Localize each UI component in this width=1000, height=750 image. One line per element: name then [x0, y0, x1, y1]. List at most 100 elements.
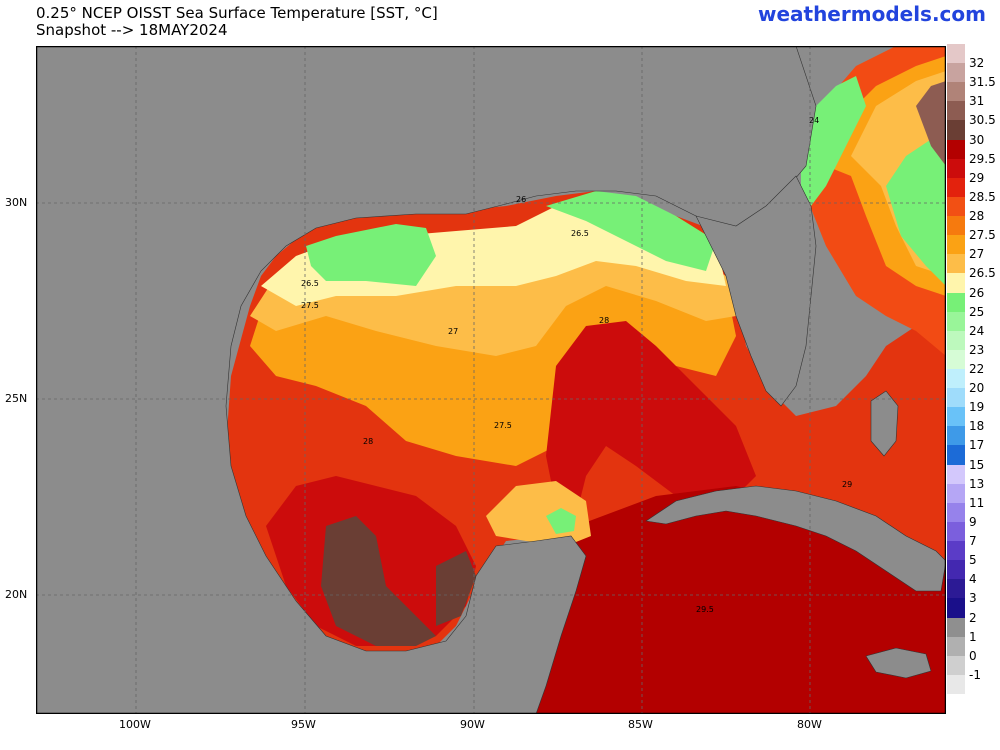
colorbar-segment: [947, 254, 965, 274]
atlantic-green-coast: [801, 76, 866, 206]
colorbar-segment: [947, 292, 965, 313]
colorbar-segment: [947, 63, 965, 83]
colorbar-segment: [947, 483, 965, 504]
colorbar-segment: [947, 636, 965, 657]
colorbar-label: 26.5: [969, 266, 996, 281]
jamaica-island: [865, 647, 932, 679]
colorbar-segment: [947, 139, 965, 160]
contour-label: 26: [516, 195, 526, 204]
contour-label: 29.5: [696, 605, 714, 614]
colorbar-label: 24: [969, 323, 985, 338]
contour-label: 27.5: [494, 421, 512, 430]
colorbar-label: 31: [969, 94, 985, 109]
lon-tick-90w: 90W: [460, 718, 485, 731]
colorbar-segment: [947, 521, 965, 542]
contour-label: 29: [842, 480, 852, 489]
colorbar-segment: [947, 388, 965, 408]
colorbar-label: 29.5: [969, 151, 996, 166]
colorbar-label: 18: [969, 419, 985, 434]
colorbar-segment: [947, 82, 965, 102]
colorbar-segment: [947, 426, 965, 446]
colorbar-segment: [947, 349, 965, 370]
colorbar-label: 13: [969, 476, 985, 491]
colorbar: [947, 44, 965, 695]
colorbar-segment: [947, 120, 965, 141]
sst-map: 26 26.5 26.5 27.5 27 28 27.5 28 24 29 29…: [36, 46, 946, 714]
colorbar-label: 4: [969, 572, 977, 587]
colorbar-segment: [947, 541, 965, 561]
yucatan-cool-core: [546, 508, 576, 534]
colorbar-label: 25: [969, 304, 985, 319]
contour-label: 26.5: [571, 229, 589, 238]
cuba-island: [645, 485, 946, 592]
colorbar-segment: [947, 44, 965, 64]
lat-lon-grid: [36, 46, 946, 714]
colorbar-label: 5: [969, 553, 977, 568]
colorbar-segment: [947, 617, 965, 638]
title-line-2: Snapshot --> 18MAY2024: [36, 21, 228, 39]
colorbar-label: 1: [969, 629, 977, 644]
colorbar-label: 27.5: [969, 228, 996, 243]
lat-tick-25n: 25N: [5, 392, 28, 405]
north-gulf-25-west: [306, 224, 436, 286]
colorbar-label: -1: [969, 667, 981, 682]
lon-tick-95w: 95W: [291, 718, 316, 731]
colorbar-label: 7: [969, 534, 977, 549]
colorbar-segment: [947, 216, 965, 236]
colorbar-segment: [947, 579, 965, 599]
colorbar-segment: [947, 101, 965, 121]
colorbar-segment: [947, 464, 965, 485]
colorbar-label: 28.5: [969, 189, 996, 204]
colorbar-label: 17: [969, 438, 985, 453]
colorbar-label: 27: [969, 247, 985, 262]
colorbar-segment: [947, 235, 965, 255]
lon-tick-100w: 100W: [119, 718, 151, 731]
atlantic-brown: [916, 81, 946, 166]
colorbar-segment: [947, 330, 965, 351]
north-gulf-25-east: [546, 191, 716, 271]
lon-tick-80w: 80W: [797, 718, 822, 731]
colorbar-segment: [947, 196, 965, 217]
colorbar-segment: [947, 674, 965, 695]
colorbar-segment: [947, 655, 965, 676]
atlantic-green-offshore: [886, 131, 946, 286]
contour-label: 24: [809, 116, 819, 125]
lat-tick-30n: 30N: [5, 196, 28, 209]
colorbar-segment: [947, 502, 965, 523]
colorbar-segment: [947, 598, 965, 619]
colorbar-segment: [947, 158, 965, 179]
south-gulf-30: [321, 516, 436, 646]
south-gulf-30-east: [436, 551, 476, 626]
colorbar-label: 0: [969, 648, 977, 663]
colorbar-label: 31.5: [969, 75, 996, 90]
loop-current-29: [546, 321, 756, 516]
brand-link[interactable]: weathermodels.com: [757, 2, 986, 26]
lat-tick-20n: 20N: [5, 588, 28, 601]
colorbar-label: 22: [969, 362, 985, 376]
contour-label: 28: [599, 316, 609, 325]
colorbar-segment: [947, 560, 965, 580]
colorbar-segment: [947, 177, 965, 198]
map-border: [36, 46, 946, 714]
colorbar-label: 2: [969, 610, 977, 625]
colorbar-label: 11: [969, 495, 985, 510]
colorbar-segment: [947, 445, 965, 466]
colorbar-segment: [947, 311, 965, 332]
colorbar-segment: [947, 273, 965, 294]
colorbar-label: 23: [969, 342, 985, 357]
colorbar-label: 3: [969, 591, 977, 606]
colorbar-segment: [947, 407, 965, 427]
contour-label: 26.5: [301, 279, 319, 288]
title-line-1: 0.25° NCEP OISST Sea Surface Temperature…: [36, 4, 438, 22]
colorbar-label: 30: [969, 132, 985, 147]
colorbar-label: 26: [969, 285, 985, 300]
colorbar-label: 20: [969, 381, 985, 396]
colorbar-segment: [947, 369, 965, 389]
contour-label: 27: [448, 327, 458, 336]
colorbar-label: 9: [969, 514, 977, 529]
colorbar-label: 28: [969, 209, 985, 224]
colorbar-label: 29: [969, 170, 985, 185]
map-title: 0.25° NCEP OISST Sea Surface Temperature…: [36, 5, 438, 39]
colorbar-label: 32: [969, 56, 985, 71]
florida-peninsula: [695, 175, 817, 407]
